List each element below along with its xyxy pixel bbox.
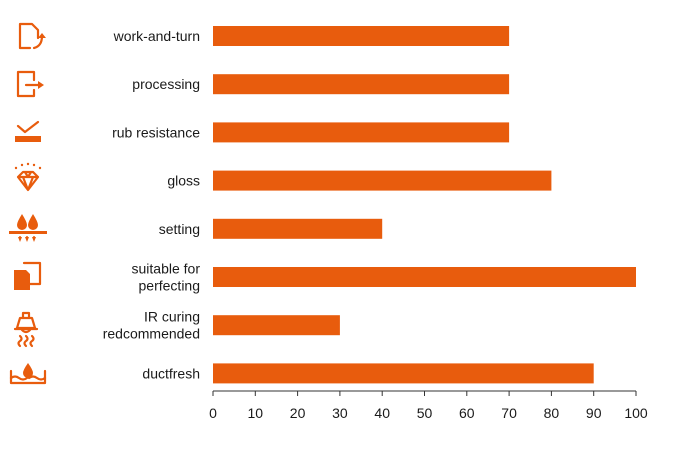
x-tick-label: 50	[417, 405, 433, 421]
icons-column	[9, 22, 47, 385]
x-tick-label: 70	[501, 405, 517, 421]
x-tick-label: 30	[332, 405, 348, 421]
bars	[213, 26, 636, 384]
category-label: redcommended	[103, 326, 200, 342]
x-tick-label: 60	[459, 405, 475, 421]
bar	[213, 26, 510, 46]
x-tick-label: 90	[586, 405, 602, 421]
bar	[213, 122, 510, 143]
bar	[213, 363, 594, 384]
bar	[213, 170, 552, 191]
category-label: processing	[132, 76, 200, 92]
x-tick-label: 80	[544, 405, 560, 421]
document-exit-arrow-icon	[16, 70, 44, 98]
category-label: gloss	[167, 173, 200, 189]
category-label: IR curing	[144, 309, 200, 325]
x-tick-label: 10	[248, 405, 264, 421]
category-label: work-and-turn	[113, 28, 200, 44]
drops-setting-icon	[9, 214, 47, 242]
ink-duct-drop-icon	[9, 363, 47, 385]
bar	[213, 218, 383, 239]
bar	[213, 74, 510, 95]
bar	[213, 315, 340, 336]
x-tick-label: 40	[374, 405, 390, 421]
category-label: setting	[159, 221, 200, 237]
rub-check-icon	[15, 120, 41, 142]
x-tick-label: 20	[290, 405, 306, 421]
category-label: perfecting	[139, 278, 200, 294]
category-label: suitable for	[132, 261, 201, 277]
perfecting-sheets-icon	[14, 261, 42, 290]
x-tick-label: 0	[209, 405, 217, 421]
category-label: rub resistance	[112, 124, 200, 140]
document-turn-arrow-icon	[18, 22, 46, 50]
category-labels: work-and-turn processing rub resistance glo…	[103, 28, 201, 381]
diamond-gloss-icon	[14, 162, 42, 192]
ir-lamp-icon	[13, 311, 39, 348]
x-axis: 0 10 20 30 40 50 60 70 80 90 100	[209, 390, 648, 421]
bar	[213, 267, 636, 287]
category-label: ductfresh	[142, 365, 200, 381]
x-tick-label: 100	[624, 405, 648, 421]
